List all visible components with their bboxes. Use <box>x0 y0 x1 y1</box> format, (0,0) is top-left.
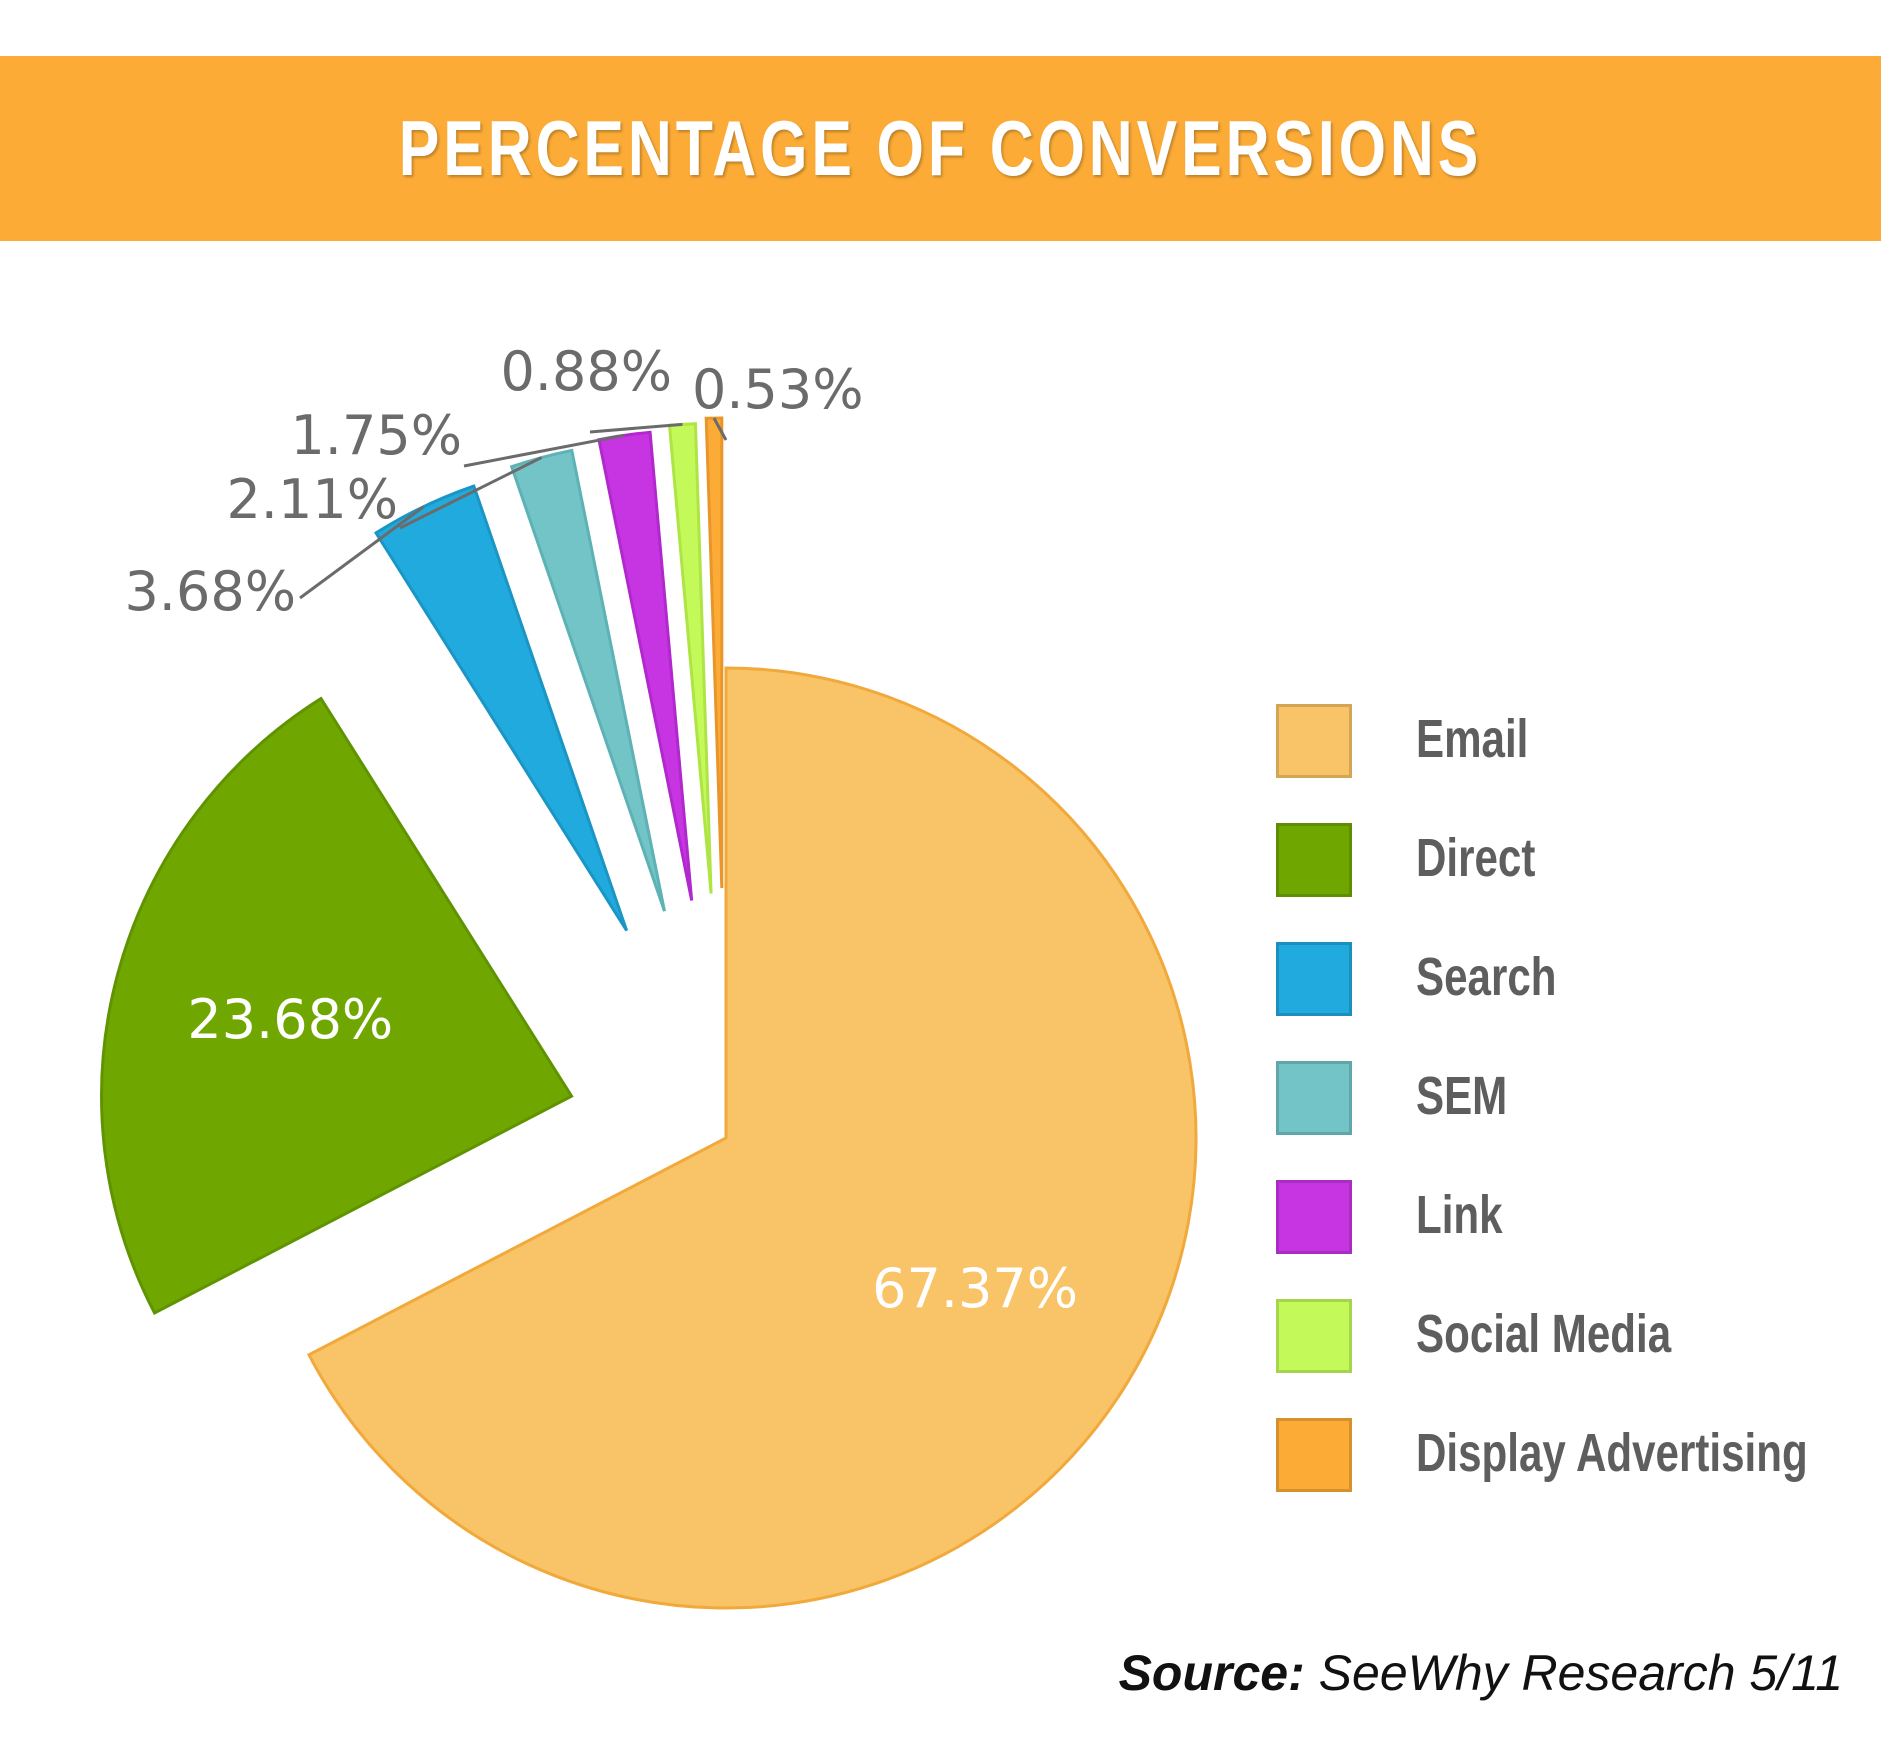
legend-label: Email <box>1416 709 1529 769</box>
legend-label: Direct <box>1416 828 1536 888</box>
source-note: Source: SeeWhy Research 5/11 <box>1119 1644 1843 1702</box>
legend-swatch <box>1276 704 1352 778</box>
legend-swatch <box>1276 823 1352 897</box>
legend-swatch <box>1276 1418 1352 1492</box>
chart-title: PERCENTAGE OF CONVERSIONS <box>398 104 1483 192</box>
legend-item: Display Advertising <box>1276 1418 1836 1498</box>
legend-swatch <box>1276 1299 1352 1373</box>
data-label: 67.37% <box>872 1257 1078 1320</box>
leader-line <box>712 417 728 441</box>
source-text: SeeWhy Research 5/11 <box>1318 1645 1843 1701</box>
legend-item: SEM <box>1276 1061 1836 1141</box>
title-bar: PERCENTAGE OF CONVERSIONS <box>0 56 1881 241</box>
pie-slice-sem <box>509 448 666 912</box>
leader-line <box>399 456 543 530</box>
legend-item: Social Media <box>1276 1299 1836 1379</box>
data-label: 23.68% <box>187 988 393 1051</box>
pie-slice-direct <box>100 696 574 1315</box>
data-label: 2.11% <box>226 468 398 531</box>
legend-label: Link <box>1416 1185 1503 1245</box>
leader-line <box>299 505 425 600</box>
data-label: 0.53% <box>692 358 864 421</box>
legend-item: Search <box>1276 942 1836 1022</box>
data-label: 3.68% <box>124 560 296 623</box>
legend-item: Email <box>1276 704 1836 784</box>
legend-item: Direct <box>1276 823 1836 903</box>
leader-line <box>463 433 625 468</box>
data-label: 1.75% <box>290 404 462 467</box>
legend-swatch <box>1276 1061 1352 1135</box>
data-label: 0.88% <box>500 340 672 403</box>
legend-swatch <box>1276 942 1352 1016</box>
legend-item: Link <box>1276 1180 1836 1260</box>
leader-line <box>589 422 683 434</box>
legend-label: Display Advertising <box>1416 1423 1808 1483</box>
legend-label: SEM <box>1416 1066 1508 1126</box>
legend-label: Search <box>1416 947 1557 1007</box>
legend-label: Social Media <box>1416 1304 1672 1364</box>
source-label: Source: <box>1118 1645 1305 1701</box>
pie-slice-email <box>306 666 1198 1610</box>
legend-swatch <box>1276 1180 1352 1254</box>
